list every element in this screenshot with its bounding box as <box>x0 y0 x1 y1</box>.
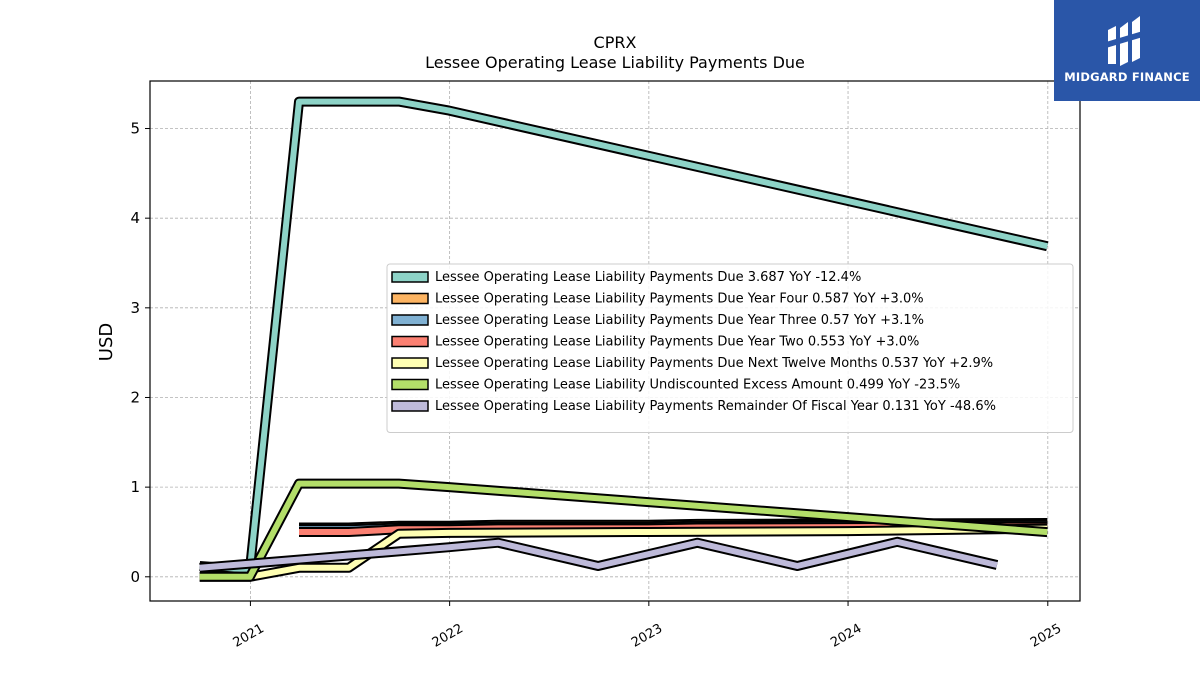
y-tick-label: 3 <box>130 299 140 317</box>
series-line-4 <box>199 525 1048 580</box>
y-tick-label: 2 <box>130 388 140 406</box>
y-axis-label: USD <box>96 323 117 361</box>
chart-title: CPRX <box>594 33 637 52</box>
legend-swatch <box>391 335 429 348</box>
midgard-logo-icon <box>1106 16 1146 66</box>
legend-label: Lessee Operating Lease Liability Undisco… <box>435 378 960 393</box>
x-tick-label: 2021 <box>231 621 267 651</box>
legend-swatch <box>391 378 429 391</box>
y-tick-label: 0 <box>130 568 140 586</box>
legend-label: Lessee Operating Lease Liability Payment… <box>435 292 924 307</box>
x-tick-label: 2023 <box>629 621 665 651</box>
y-tick-label: 1 <box>130 478 140 496</box>
chart-subtitle: Lessee Operating Lease Liability Payment… <box>425 53 805 72</box>
plot-frame <box>149 80 1081 602</box>
series-line-6 <box>199 538 998 571</box>
series-lines <box>199 96 1049 582</box>
legend-swatch <box>391 400 429 412</box>
series-line-5 <box>199 480 1048 580</box>
y-tick-label: 5 <box>130 120 140 138</box>
legend-swatch <box>391 314 429 326</box>
legend-label: Lessee Operating Lease Liability Payment… <box>435 356 993 371</box>
legend-swatch <box>391 292 429 305</box>
x-tick-label: 2025 <box>1028 621 1064 651</box>
legend: Lessee Operating Lease Liability Payment… <box>386 263 1074 433</box>
legend-label: Lessee Operating Lease Liability Payment… <box>435 335 919 350</box>
x-tick-label: 2024 <box>828 621 864 651</box>
brand-logo: MIDGARD FINANCE <box>1054 0 1200 101</box>
y-tick-label: 4 <box>130 209 140 227</box>
brand-name: MIDGARD FINANCE <box>1064 70 1190 84</box>
x-tick-label: 2022 <box>430 621 466 651</box>
legend-box <box>386 263 1074 433</box>
legend-label: Lessee Operating Lease Liability Payment… <box>435 270 861 285</box>
legend-swatch <box>391 271 429 283</box>
legend-swatch <box>391 357 429 369</box>
legend-label: Lessee Operating Lease Liability Payment… <box>435 313 924 328</box>
legend-label: Lessee Operating Lease Liability Payment… <box>435 399 996 414</box>
